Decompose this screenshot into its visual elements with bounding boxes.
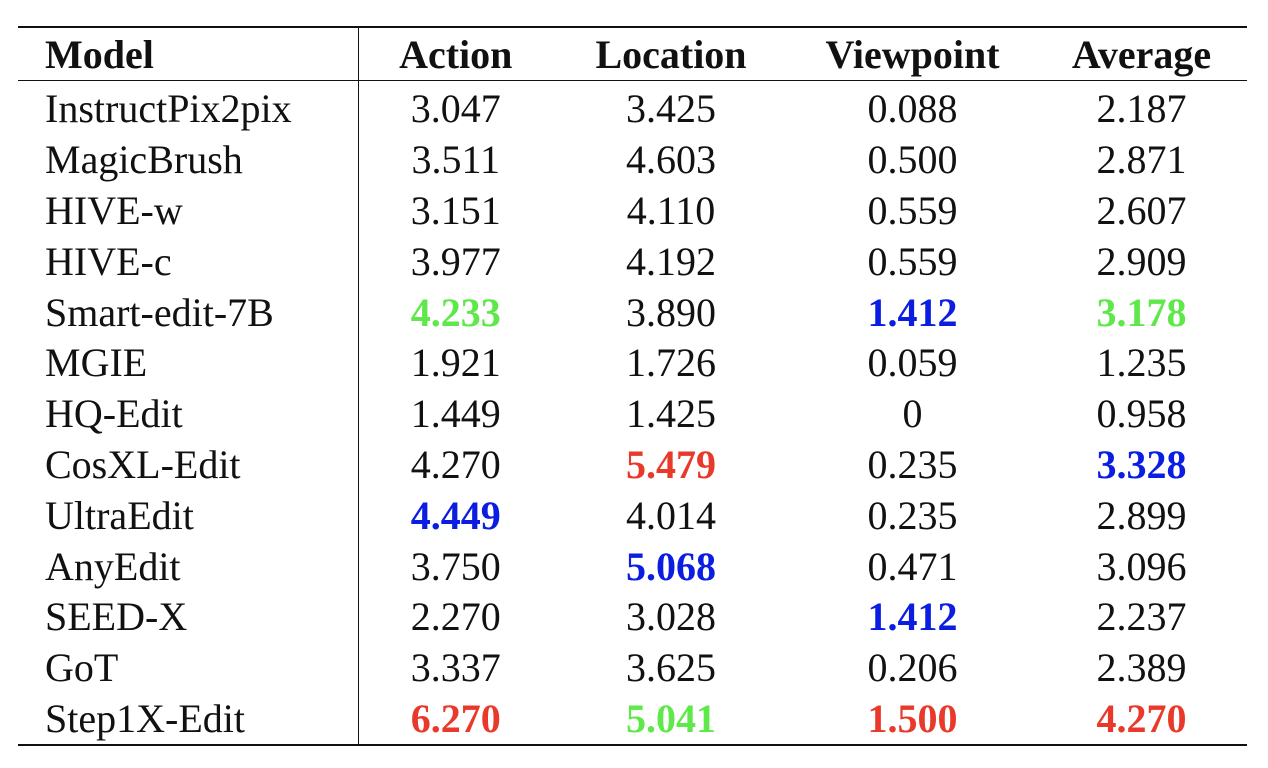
cell-viewpoint: 0.235 xyxy=(867,441,958,487)
cell-location: 4.110 xyxy=(626,187,716,233)
cell-average: 2.389 xyxy=(1096,645,1187,691)
cell-viewpoint: 1.412 xyxy=(867,289,958,335)
cell-average: 2.237 xyxy=(1096,594,1187,640)
header-model: Model xyxy=(18,27,359,81)
cell-action: 6.270 xyxy=(410,695,501,741)
cell-viewpoint: 0 xyxy=(902,391,923,437)
cell-action: 1.921 xyxy=(410,340,501,386)
cell-average: 2.909 xyxy=(1096,238,1187,284)
table-row: Smart-edit-7B 4.233 3.890 1.412 3.178 xyxy=(18,287,1247,338)
cell-action: 4.449 xyxy=(410,492,501,538)
table-row: InstructPix2pix 3.047 3.425 0.088 2.187 xyxy=(18,80,1247,135)
cell-action: 4.270 xyxy=(410,441,501,487)
cell-average: 2.607 xyxy=(1096,187,1187,233)
cell-model: GoT xyxy=(18,642,359,694)
cell-viewpoint: 0.088 xyxy=(867,86,958,132)
cell-average: 3.178 xyxy=(1096,289,1187,335)
cell-location: 4.192 xyxy=(626,238,716,284)
cell-location: 4.014 xyxy=(626,492,716,538)
header-average: Average xyxy=(1071,32,1212,77)
cell-action: 3.977 xyxy=(410,238,501,284)
cell-model: CosXL-Edit xyxy=(18,439,359,491)
table-body: InstructPix2pix 3.047 3.425 0.088 2.187 Magic… xyxy=(18,80,1247,746)
header-row: Model Action Location Viewpoint Average xyxy=(18,27,1247,81)
cell-viewpoint: 1.412 xyxy=(867,594,958,640)
cell-model: MagicBrush xyxy=(18,134,359,186)
cell-model: HIVE-c xyxy=(18,236,359,288)
cell-viewpoint: 1.500 xyxy=(867,695,958,741)
cell-location: 5.479 xyxy=(626,441,716,487)
table-row: UltraEdit 4.449 4.014 0.235 2.899 xyxy=(18,490,1247,542)
cell-action: 3.511 xyxy=(411,137,500,183)
cell-viewpoint: 0.235 xyxy=(867,492,958,538)
cell-action: 3.750 xyxy=(410,543,501,589)
cell-location: 3.425 xyxy=(626,86,716,132)
cell-location: 3.890 xyxy=(626,289,716,335)
table-row: SEED-X 2.270 3.028 1.412 2.237 xyxy=(18,591,1247,643)
header-location: Location xyxy=(595,32,747,77)
cell-action: 1.449 xyxy=(410,391,501,437)
header-viewpoint: Viewpoint xyxy=(825,32,1000,77)
cell-location: 3.625 xyxy=(626,645,716,691)
table-row: HIVE-w 3.151 4.110 0.559 2.607 xyxy=(18,185,1247,237)
table-row: AnyEdit 3.750 5.068 0.471 3.096 xyxy=(18,541,1247,592)
cell-average: 4.270 xyxy=(1096,695,1187,741)
cell-model: MGIE xyxy=(18,337,359,389)
cell-model: SEED-X xyxy=(18,591,359,643)
cell-location: 1.425 xyxy=(626,391,716,437)
cell-model: InstructPix2pix xyxy=(18,80,359,135)
results-table-container: Model Action Location Viewpoint Average … xyxy=(18,26,1247,746)
cell-action: 4.233 xyxy=(410,289,501,335)
cell-average: 2.187 xyxy=(1096,86,1187,132)
cell-average: 1.235 xyxy=(1096,340,1187,386)
cell-model: HIVE-w xyxy=(18,185,359,237)
table-row: MGIE 1.921 1.726 0.059 1.235 xyxy=(18,337,1247,389)
cell-viewpoint: 0.059 xyxy=(867,340,958,386)
cell-action: 3.151 xyxy=(410,187,501,233)
table-row: CosXL-Edit 4.270 5.479 0.235 3.328 xyxy=(18,439,1247,491)
cell-action: 2.270 xyxy=(410,594,501,640)
cell-model: AnyEdit xyxy=(18,541,359,592)
table-row: HIVE-c 3.977 4.192 0.559 2.909 xyxy=(18,236,1247,288)
cell-viewpoint: 0.500 xyxy=(867,137,958,183)
cell-viewpoint: 0.471 xyxy=(867,543,958,589)
cell-action: 3.337 xyxy=(410,645,501,691)
cell-model: Step1X-Edit xyxy=(18,693,359,746)
cell-location: 5.068 xyxy=(626,543,716,589)
cell-location: 4.603 xyxy=(626,137,716,183)
cell-viewpoint: 0.559 xyxy=(867,187,958,233)
table-row: GoT 3.337 3.625 0.206 2.389 xyxy=(18,642,1247,694)
cell-model: Smart-edit-7B xyxy=(18,287,359,338)
results-table: Model Action Location Viewpoint Average … xyxy=(18,26,1247,746)
cell-average: 2.871 xyxy=(1096,137,1187,183)
cell-model: UltraEdit xyxy=(18,490,359,542)
header-action: Action xyxy=(399,32,513,77)
cell-viewpoint: 0.559 xyxy=(867,238,958,284)
cell-average: 2.899 xyxy=(1096,492,1187,538)
table-row: Step1X-Edit 6.270 5.041 1.500 4.270 xyxy=(18,693,1247,746)
cell-average: 0.958 xyxy=(1096,391,1187,437)
table-header: Model Action Location Viewpoint Average xyxy=(18,27,1247,81)
cell-model: HQ-Edit xyxy=(18,388,359,440)
cell-average: 3.328 xyxy=(1096,441,1187,487)
cell-location: 3.028 xyxy=(626,594,716,640)
cell-action: 3.047 xyxy=(410,86,501,132)
table-row: MagicBrush 3.511 4.603 0.500 2.871 xyxy=(18,134,1247,186)
cell-average: 3.096 xyxy=(1096,543,1187,589)
cell-location: 5.041 xyxy=(626,695,716,741)
cell-viewpoint: 0.206 xyxy=(867,645,958,691)
cell-location: 1.726 xyxy=(626,340,716,386)
table-row: HQ-Edit 1.449 1.425 0 0.958 xyxy=(18,388,1247,440)
